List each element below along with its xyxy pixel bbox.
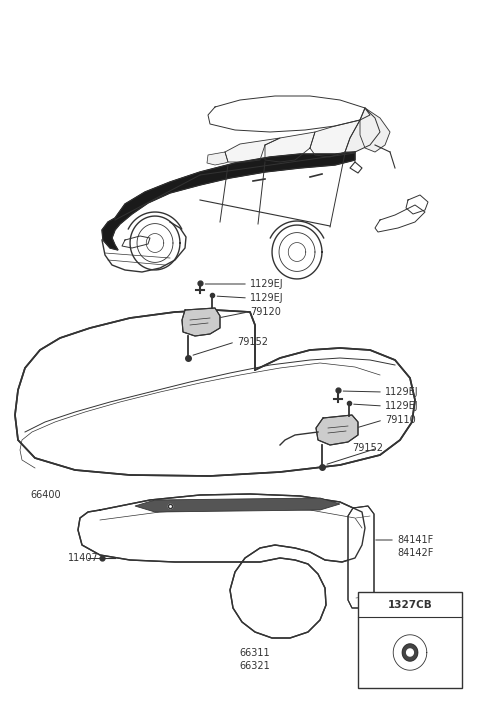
Polygon shape [407, 649, 413, 656]
Text: 1129EJ: 1129EJ [250, 293, 284, 303]
Polygon shape [102, 152, 355, 250]
Polygon shape [360, 108, 390, 152]
Text: 66321: 66321 [240, 661, 270, 671]
Polygon shape [78, 494, 365, 638]
Text: 66311: 66311 [240, 648, 270, 658]
Polygon shape [182, 308, 220, 336]
Text: 84142F: 84142F [397, 548, 433, 558]
Polygon shape [225, 138, 280, 162]
Polygon shape [348, 506, 374, 608]
Text: 1129EJ: 1129EJ [385, 387, 419, 397]
Polygon shape [316, 415, 358, 445]
Text: 1327CB: 1327CB [388, 600, 432, 610]
Text: 1129EJ: 1129EJ [385, 401, 419, 411]
Text: 79120: 79120 [250, 307, 281, 317]
Polygon shape [208, 96, 370, 132]
Polygon shape [345, 108, 380, 152]
Text: 11407: 11407 [68, 553, 99, 563]
Text: 84141F: 84141F [397, 535, 433, 545]
Polygon shape [135, 498, 340, 512]
Text: 66400: 66400 [30, 490, 60, 500]
Text: 1129EJ: 1129EJ [250, 279, 284, 289]
Polygon shape [15, 310, 415, 476]
Text: 79152: 79152 [237, 337, 268, 347]
Polygon shape [310, 120, 360, 157]
Polygon shape [207, 152, 228, 165]
Text: 79152: 79152 [352, 443, 383, 453]
Text: 79110: 79110 [385, 415, 416, 425]
Bar [358, 592, 462, 688]
Polygon shape [402, 644, 418, 661]
Polygon shape [265, 132, 315, 162]
